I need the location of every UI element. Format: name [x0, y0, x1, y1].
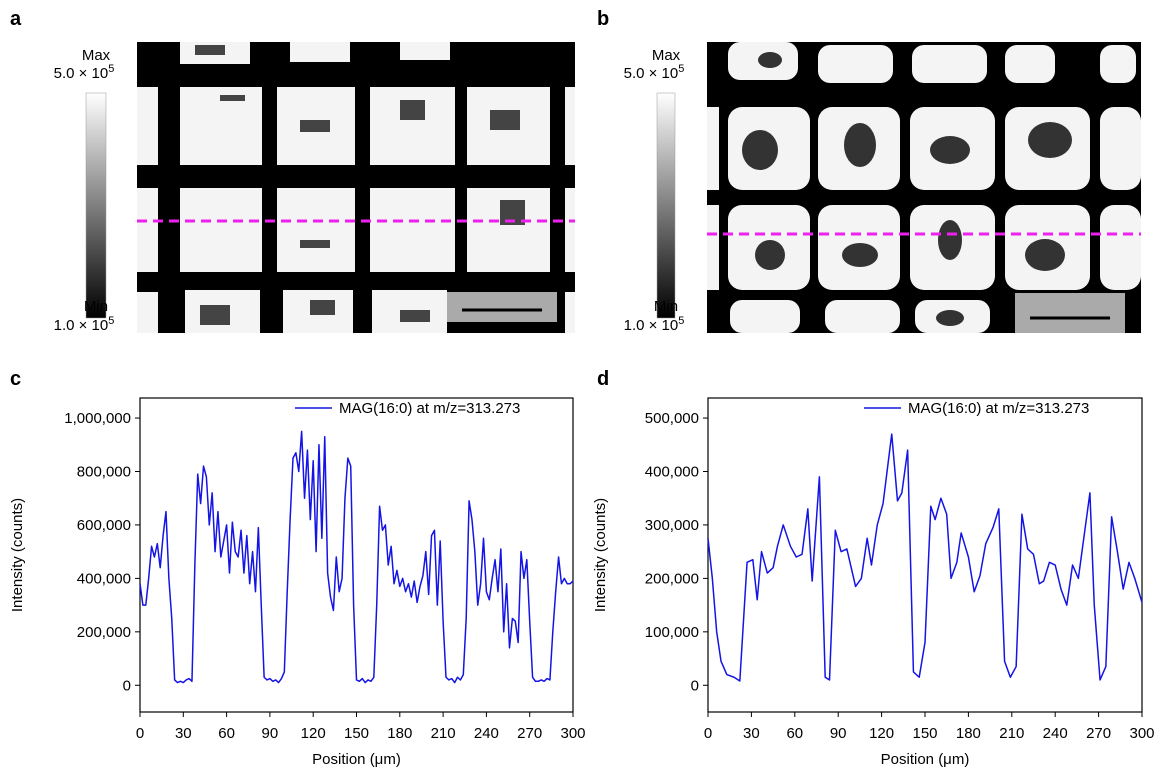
x-axis-label: Position (μm) [881, 751, 970, 768]
colorbar-max-value: 5.0 × 105 [624, 63, 685, 82]
colorbar-min-exponent: 5 [108, 315, 114, 327]
colorbar-min-value: 1.0 × 105 [54, 315, 115, 334]
x-tick-label: 90 [830, 725, 847, 742]
y-tick-label: 500,000 [645, 410, 699, 427]
legend-label: MAG(16:0) at m/z=313.273 [908, 400, 1089, 417]
colorbar-min-text: Min [654, 298, 678, 315]
x-tick-label: 60 [218, 725, 235, 742]
colorbar-min-mantissa: 1.0 × 10 [624, 317, 679, 334]
panel-label: b [597, 8, 609, 30]
y-tick-label: 0 [123, 677, 131, 694]
y-axis-label: Intensity (counts) [9, 498, 26, 612]
x-tick-label: 0 [136, 725, 144, 742]
y-tick-label: 300,000 [645, 517, 699, 534]
panel-label: a [10, 8, 22, 30]
colorbar-max-exponent: 5 [678, 63, 684, 75]
panel-label: c [10, 368, 21, 390]
x-tick-label: 270 [517, 725, 542, 742]
panel-label: d [597, 368, 609, 390]
y-tick-label: 400,000 [645, 463, 699, 480]
x-tick-label: 270 [1086, 725, 1111, 742]
y-axis-label: Intensity (counts) [592, 498, 609, 612]
y-tick-label: 200,000 [77, 624, 131, 641]
x-tick-label: 180 [956, 725, 981, 742]
x-tick-label: 210 [999, 725, 1024, 742]
x-tick-label: 210 [431, 725, 456, 742]
colorbar-max-mantissa: 5.0 × 10 [624, 65, 679, 82]
legend-label: MAG(16:0) at m/z=313.273 [339, 400, 520, 417]
ms-image-a [85, 42, 575, 333]
x-tick-label: 240 [1043, 725, 1068, 742]
y-tick-label: 0 [691, 677, 699, 694]
colorbar-min-mantissa: 1.0 × 10 [54, 317, 109, 334]
x-tick-label: 120 [869, 725, 894, 742]
colorbar-min-text: Min [84, 298, 108, 315]
plot-frame [707, 397, 1143, 713]
colorbar-max-text: Max [82, 47, 111, 64]
colorbar-max-exponent: 5 [108, 63, 114, 75]
x-tick-label: 30 [175, 725, 192, 742]
x-tick-label: 0 [704, 725, 712, 742]
y-tick-label: 200,000 [645, 570, 699, 587]
y-tick-label: 400,000 [77, 570, 131, 587]
y-tick-label: 600,000 [77, 517, 131, 534]
y-tick-label: 800,000 [77, 463, 131, 480]
ms-image-b [656, 42, 1141, 333]
x-tick-label: 300 [1129, 725, 1154, 742]
colorbar-min-exponent: 5 [678, 315, 684, 327]
x-tick-label: 300 [560, 725, 585, 742]
colorbar-min-value: 1.0 × 105 [624, 315, 685, 334]
colorbar-max-mantissa: 5.0 × 10 [54, 65, 109, 82]
x-tick-label: 240 [474, 725, 499, 742]
x-tick-label: 150 [912, 725, 937, 742]
x-tick-label: 180 [387, 725, 412, 742]
x-tick-label: 60 [786, 725, 803, 742]
colorbar-max-value: 5.0 × 105 [54, 63, 115, 82]
x-tick-label: 150 [344, 725, 369, 742]
data-line [139, 430, 574, 684]
x-tick-label: 30 [743, 725, 760, 742]
x-tick-label: 90 [262, 725, 279, 742]
colorbar-max-text: Max [652, 47, 681, 64]
x-tick-label: 120 [301, 725, 326, 742]
data-line [707, 433, 1143, 682]
y-tick-label: 1,000,000 [64, 410, 131, 427]
y-tick-label: 100,000 [645, 624, 699, 641]
x-axis-label: Position (μm) [312, 751, 401, 768]
